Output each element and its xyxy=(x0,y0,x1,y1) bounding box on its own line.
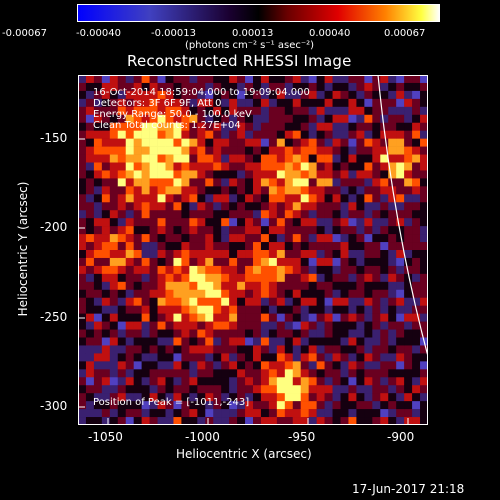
solar-limb xyxy=(377,75,428,359)
colorbar-tick-label: 0.00040 xyxy=(309,28,351,39)
colorbar-tick-label: 0.00067 xyxy=(384,28,426,39)
y-tick-label: -300 xyxy=(40,399,68,413)
plot-title: Reconstructed RHESSI Image xyxy=(127,52,352,70)
timestamp: 17-Jun-2017 21:18 xyxy=(352,482,465,496)
x-axis-label: Heliocentric X (arcsec) xyxy=(176,447,312,461)
colorbar-tick-label: -0.00040 xyxy=(76,28,121,39)
info-time: 16-Oct-2014 18:59:04.000 to 19:09:04.000 xyxy=(93,87,310,98)
rhessi-image xyxy=(78,75,428,425)
colorbar-tick-label: -0.00067 xyxy=(2,28,47,39)
y-tick-label: -250 xyxy=(40,310,68,324)
colorbar-tick-label: 0.00013 xyxy=(232,28,274,39)
x-tick-label: -900 xyxy=(387,430,415,444)
colorbar xyxy=(77,4,440,22)
y-axis-label: Heliocentric Y (arcsec) xyxy=(16,181,30,317)
y-tick-label: -200 xyxy=(40,220,68,234)
colorbar-tick-label: -0.00013 xyxy=(151,28,196,39)
x-tick-label: -1050 xyxy=(88,430,123,444)
info-energy: Energy Range: 50.0 - 100.0 keV xyxy=(93,109,252,120)
colorbar-units: (photons cm⁻² s⁻¹ asec⁻²) xyxy=(185,40,315,51)
y-tick-label: -150 xyxy=(40,131,68,145)
x-tick-label: -950 xyxy=(288,430,316,444)
x-tick-label: -1000 xyxy=(185,430,220,444)
info-clean: Clean Total counts: 1.27E+04 xyxy=(93,120,241,131)
info-detectors: Detectors: 3F 6F 9F, Att 0 xyxy=(93,98,222,109)
info-peak: Position of Peak = [-1011,-243] xyxy=(93,397,250,408)
